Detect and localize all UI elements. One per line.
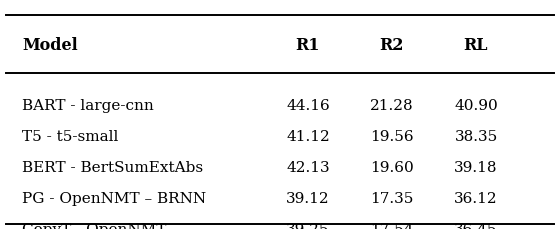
Text: 19.56: 19.56: [370, 129, 414, 143]
Text: 19.60: 19.60: [370, 160, 414, 174]
Text: 38.35: 38.35: [454, 129, 498, 143]
Text: RL: RL: [464, 37, 488, 54]
Text: T5 - t5-small: T5 - t5-small: [22, 129, 119, 143]
Text: PG - OpenNMT – BRNN: PG - OpenNMT – BRNN: [22, 191, 207, 205]
Text: BART - large-cnn: BART - large-cnn: [22, 98, 154, 112]
Text: 44.16: 44.16: [286, 98, 330, 112]
Text: 36.45: 36.45: [454, 222, 498, 229]
Text: 39.12: 39.12: [286, 191, 330, 205]
Text: 42.13: 42.13: [286, 160, 330, 174]
Text: BERT - BertSumExtAbs: BERT - BertSumExtAbs: [22, 160, 203, 174]
Text: 39.25: 39.25: [286, 222, 330, 229]
Text: 39.18: 39.18: [454, 160, 498, 174]
Text: 21.28: 21.28: [370, 98, 414, 112]
Text: 40.90: 40.90: [454, 98, 498, 112]
Text: 41.12: 41.12: [286, 129, 330, 143]
Text: Model: Model: [22, 37, 78, 54]
Text: CopyT - OpenNMT: CopyT - OpenNMT: [22, 222, 167, 229]
Text: R1: R1: [296, 37, 320, 54]
Text: R2: R2: [380, 37, 404, 54]
Text: 17.35: 17.35: [370, 191, 414, 205]
Text: 36.12: 36.12: [454, 191, 498, 205]
Text: 17.54: 17.54: [370, 222, 414, 229]
